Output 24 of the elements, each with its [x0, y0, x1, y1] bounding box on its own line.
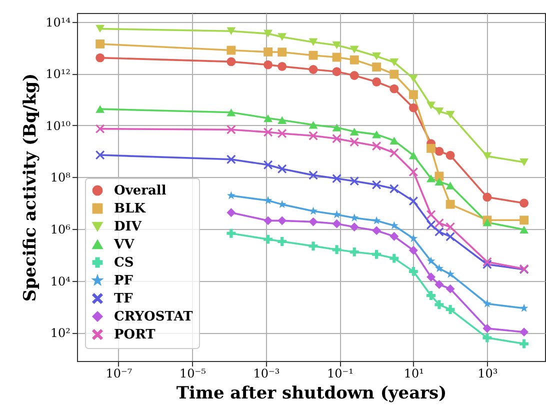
legend-label: DIV	[114, 220, 142, 234]
x-tick-label: 10³	[478, 366, 498, 380]
x-tick-label: 10⁻⁵	[180, 366, 206, 380]
y-tick-label: 10⁶	[50, 222, 71, 237]
x-tick-label: 10¹	[404, 366, 424, 380]
legend-label: CRYOSTAT	[114, 310, 194, 324]
y-axis-title: Specific activity (Bq/kg)	[20, 73, 41, 302]
legend-label: VV	[113, 238, 136, 252]
y-tick-label: 10⁸	[50, 170, 71, 185]
y-tick-label: 10¹²	[46, 67, 71, 82]
legend-label: BLK	[114, 202, 146, 216]
y-tick-label: 10¹⁴	[46, 15, 71, 30]
x-axis-title: Time after shutdown (years)	[176, 384, 447, 404]
y-tick-label: 10⁴	[50, 274, 71, 288]
x-tick-label: 10⁻³	[253, 366, 280, 380]
legend-label: PF	[114, 274, 134, 288]
legend-label: PORT	[114, 328, 156, 342]
legend-label: Overall	[114, 184, 166, 198]
y-tick-label: 10¹⁰	[46, 118, 71, 133]
legend-label: CS	[114, 256, 134, 270]
legend-label: TF	[114, 292, 134, 306]
x-tick-label: 10⁻¹	[326, 366, 354, 380]
y-tick-label: 10²	[50, 326, 71, 340]
x-tick-label: 10⁻⁷	[106, 366, 132, 380]
